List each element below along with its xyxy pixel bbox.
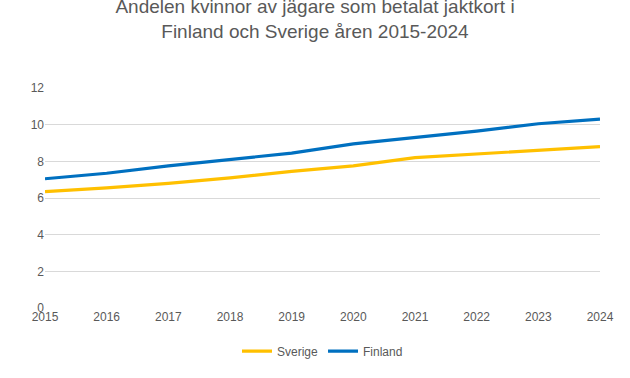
svg-text:2016: 2016: [93, 310, 120, 324]
svg-text:6: 6: [37, 191, 44, 205]
svg-text:2022: 2022: [463, 310, 490, 324]
svg-text:2024: 2024: [587, 310, 614, 324]
svg-text:Andelen kvinnor av jägare som: Andelen kvinnor av jägare som betalat ja…: [115, 0, 514, 42]
svg-text:8: 8: [37, 155, 44, 169]
svg-text:10: 10: [31, 118, 45, 132]
svg-text:0: 0: [37, 301, 44, 315]
svg-text:2019: 2019: [278, 310, 305, 324]
svg-text:2023: 2023: [525, 310, 552, 324]
svg-text:2021: 2021: [402, 310, 429, 324]
svg-text:2: 2: [37, 265, 44, 279]
svg-text:12: 12: [31, 81, 45, 95]
svg-text:4: 4: [37, 228, 44, 242]
svg-text:Finland: Finland: [363, 345, 402, 359]
svg-text:Sverige: Sverige: [277, 345, 318, 359]
svg-text:2018: 2018: [217, 310, 244, 324]
svg-text:2020: 2020: [340, 310, 367, 324]
svg-text:2017: 2017: [155, 310, 182, 324]
svg-text:2015: 2015: [32, 310, 59, 324]
